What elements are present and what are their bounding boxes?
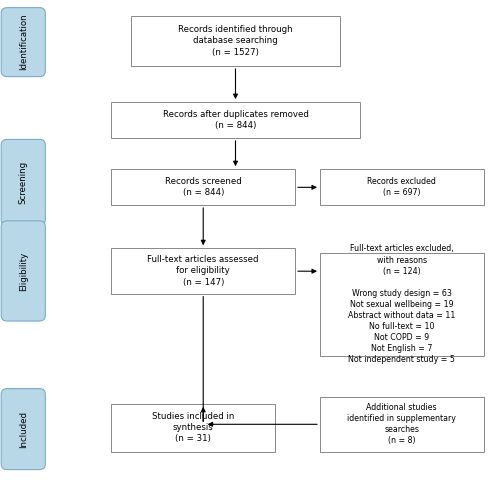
FancyBboxPatch shape — [1, 388, 46, 469]
Text: Eligibility: Eligibility — [19, 251, 28, 291]
FancyBboxPatch shape — [320, 397, 484, 452]
Text: Included: Included — [19, 411, 28, 448]
FancyBboxPatch shape — [131, 16, 340, 66]
FancyBboxPatch shape — [320, 253, 484, 356]
FancyBboxPatch shape — [112, 169, 295, 205]
Text: Full-text articles excluded,
with reasons
(n = 124)

Wrong study design = 63
Not: Full-text articles excluded, with reason… — [348, 244, 456, 364]
Text: Records identified through
database searching
(n = 1527): Records identified through database sear… — [178, 26, 293, 56]
FancyBboxPatch shape — [112, 102, 360, 138]
FancyBboxPatch shape — [112, 404, 275, 452]
FancyBboxPatch shape — [1, 139, 46, 225]
FancyBboxPatch shape — [1, 221, 46, 321]
Text: Identification: Identification — [19, 14, 28, 70]
Text: Studies included in
synthesis
(n = 31): Studies included in synthesis (n = 31) — [152, 412, 234, 443]
FancyBboxPatch shape — [1, 8, 46, 77]
Text: Records after duplicates removed
(n = 844): Records after duplicates removed (n = 84… — [162, 110, 308, 130]
Text: Records screened
(n = 844): Records screened (n = 844) — [165, 177, 242, 197]
Text: Additional studies
identified in supplementary
searches
(n = 8): Additional studies identified in supplem… — [348, 403, 456, 445]
Text: Records excluded
(n = 697): Records excluded (n = 697) — [368, 177, 436, 197]
Text: Full-text articles assessed
for eligibility
(n = 147): Full-text articles assessed for eligibil… — [148, 255, 259, 287]
FancyBboxPatch shape — [112, 248, 295, 294]
Text: Screening: Screening — [19, 161, 28, 204]
FancyBboxPatch shape — [320, 169, 484, 205]
